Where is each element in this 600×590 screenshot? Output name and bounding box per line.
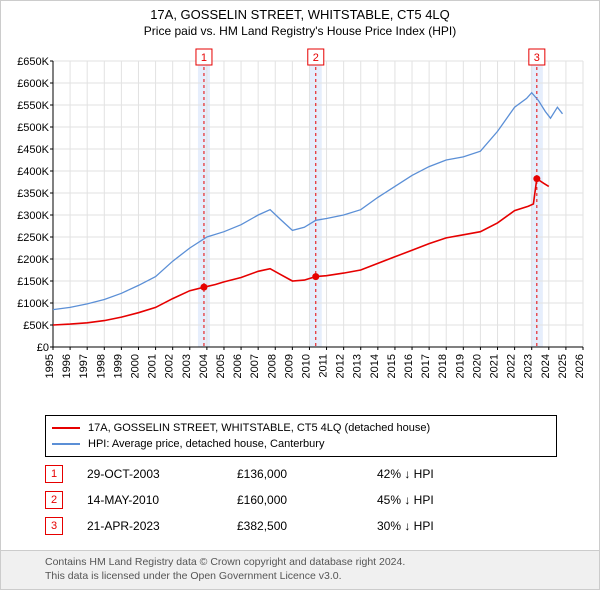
svg-text:£350K: £350K — [17, 188, 49, 200]
legend-item: 17A, GOSSELIN STREET, WHITSTABLE, CT5 4L… — [52, 420, 550, 436]
svg-text:2023: 2023 — [523, 354, 535, 378]
svg-text:2014: 2014 — [369, 354, 381, 378]
svg-text:£50K: £50K — [23, 320, 49, 332]
svg-text:3: 3 — [534, 52, 540, 64]
svg-text:1997: 1997 — [78, 354, 90, 378]
svg-text:2022: 2022 — [506, 354, 518, 378]
svg-text:£550K: £550K — [17, 100, 49, 112]
svg-text:2024: 2024 — [540, 354, 552, 378]
sales-table: 1 29-OCT-2003£136,00042% ↓ HPI 2 14-MAY-201… — [45, 461, 557, 539]
svg-text:2011: 2011 — [318, 354, 330, 378]
svg-text:2003: 2003 — [181, 354, 193, 378]
footer-line-1: Contains HM Land Registry data © Crown c… — [45, 555, 591, 569]
chart-subtitle: Price paid vs. HM Land Registry's House … — [1, 22, 599, 38]
svg-text:2002: 2002 — [164, 354, 176, 378]
legend-label: 17A, GOSSELIN STREET, WHITSTABLE, CT5 4L… — [88, 422, 430, 434]
sale-marker: 3 — [45, 517, 63, 535]
sale-row: 3 21-APR-2023£382,50030% ↓ HPI — [45, 513, 557, 539]
svg-text:2009: 2009 — [283, 354, 295, 378]
svg-text:2019: 2019 — [454, 354, 466, 378]
svg-text:2016: 2016 — [403, 354, 415, 378]
sale-marker: 1 — [45, 465, 63, 483]
sale-price: £136,000 — [237, 467, 377, 481]
sale-price: £160,000 — [237, 493, 377, 507]
svg-text:£100K: £100K — [17, 298, 49, 310]
svg-text:1995: 1995 — [44, 354, 56, 378]
svg-text:2001: 2001 — [147, 354, 159, 378]
legend-label: HPI: Average price, detached house, Cant… — [88, 438, 324, 450]
svg-text:1999: 1999 — [112, 354, 124, 378]
svg-text:2000: 2000 — [129, 354, 141, 378]
svg-text:2: 2 — [313, 52, 319, 64]
chart-title: 17A, GOSSELIN STREET, WHITSTABLE, CT5 4L… — [1, 1, 599, 22]
svg-text:1: 1 — [201, 52, 207, 64]
svg-text:2010: 2010 — [300, 354, 312, 378]
svg-text:2015: 2015 — [386, 354, 398, 378]
svg-text:2012: 2012 — [335, 354, 347, 378]
svg-text:2006: 2006 — [232, 354, 244, 378]
legend-item: HPI: Average price, detached house, Cant… — [52, 436, 550, 452]
svg-text:£500K: £500K — [17, 122, 49, 134]
svg-text:£400K: £400K — [17, 166, 49, 178]
footer-line-2: This data is licensed under the Open Gov… — [45, 569, 591, 583]
svg-text:£650K: £650K — [17, 56, 49, 68]
svg-text:2008: 2008 — [266, 354, 278, 378]
figure-container: 17A, GOSSELIN STREET, WHITSTABLE, CT5 4L… — [0, 0, 600, 590]
legend: 17A, GOSSELIN STREET, WHITSTABLE, CT5 4L… — [45, 415, 557, 457]
svg-text:2013: 2013 — [352, 354, 364, 378]
svg-text:1998: 1998 — [95, 354, 107, 378]
sale-price: £382,500 — [237, 519, 377, 533]
svg-text:2005: 2005 — [215, 354, 227, 378]
sale-diff: 45% ↓ HPI — [377, 493, 557, 507]
footer-attribution: Contains HM Land Registry data © Crown c… — [1, 550, 599, 589]
sale-diff: 30% ↓ HPI — [377, 519, 557, 533]
sale-date: 29-OCT-2003 — [87, 467, 237, 481]
svg-text:2026: 2026 — [574, 354, 586, 378]
svg-text:£300K: £300K — [17, 210, 49, 222]
sale-row: 2 14-MAY-2010£160,00045% ↓ HPI — [45, 487, 557, 513]
svg-text:2020: 2020 — [471, 354, 483, 378]
svg-text:2004: 2004 — [198, 354, 210, 378]
svg-text:2017: 2017 — [420, 354, 432, 378]
svg-text:£600K: £600K — [17, 78, 49, 90]
svg-text:2025: 2025 — [557, 354, 569, 378]
svg-text:1996: 1996 — [61, 354, 73, 378]
line-chart: 1 2 3 £0 £50K £100K £150K £200K £250K £300K £350K £… — [9, 47, 593, 391]
legend-swatch — [52, 427, 80, 429]
svg-text:2021: 2021 — [489, 354, 501, 378]
chart-area: 1 2 3 £0 £50K £100K £150K £200K £250K £300K £350K £… — [9, 47, 593, 391]
sale-marker: 2 — [45, 491, 63, 509]
sale-date: 21-APR-2023 — [87, 519, 237, 533]
svg-text:2007: 2007 — [249, 354, 261, 378]
svg-text:£200K: £200K — [17, 254, 49, 266]
svg-text:£250K: £250K — [17, 232, 49, 244]
sale-date: 14-MAY-2010 — [87, 493, 237, 507]
svg-text:£0: £0 — [37, 342, 49, 354]
svg-text:2018: 2018 — [437, 354, 449, 378]
legend-swatch — [52, 443, 80, 445]
sale-row: 1 29-OCT-2003£136,00042% ↓ HPI — [45, 461, 557, 487]
sale-diff: 42% ↓ HPI — [377, 467, 557, 481]
svg-text:£150K: £150K — [17, 276, 49, 288]
svg-text:£450K: £450K — [17, 144, 49, 156]
